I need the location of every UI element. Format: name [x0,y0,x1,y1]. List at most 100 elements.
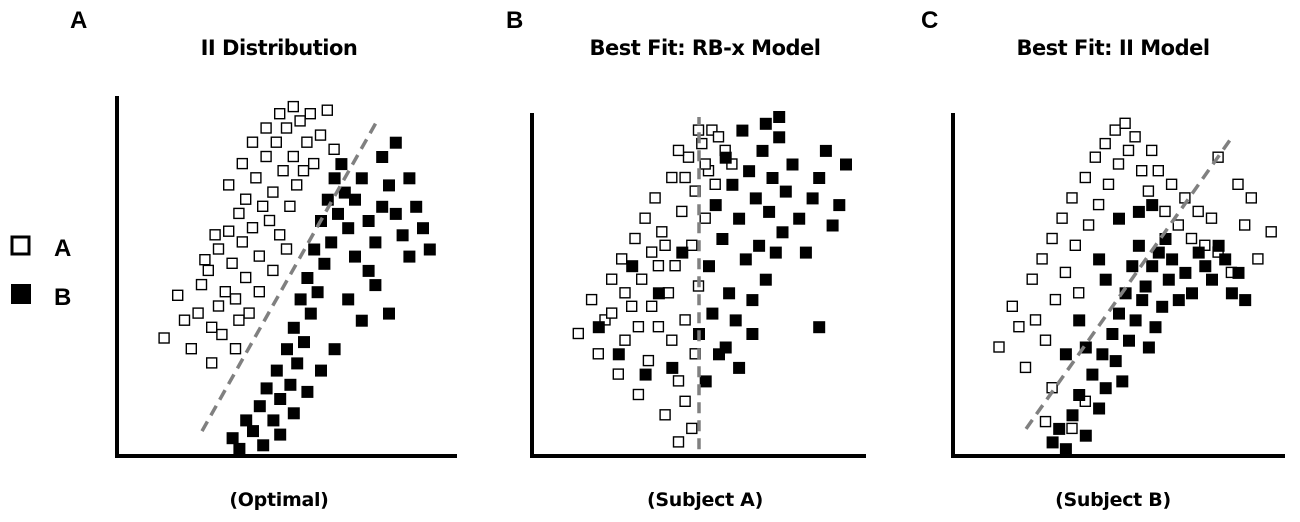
data-point-category-a [639,212,651,224]
data-point-category-b [799,246,812,259]
data-point-category-b [1079,341,1092,354]
data-point-category-a [287,150,299,163]
data-point-category-a [682,151,695,163]
data-point-category-b [753,239,766,252]
data-point-category-a [205,321,218,333]
data-point-category-a [284,200,296,213]
data-point-category-a [993,341,1005,353]
data-point-category-a [250,172,262,184]
data-point-category-a [226,257,238,269]
data-point-category-b [746,294,759,307]
data-point-category-b [301,272,314,284]
scatter-panel-b [530,111,866,458]
data-point-category-a [1192,205,1204,218]
data-point-category-a [679,395,691,407]
data-point-category-b [1206,273,1218,286]
data-point-category-b [383,179,395,192]
data-point-category-b [270,364,283,377]
chart-title-b: Best Fit: RB-x Model [590,36,821,60]
data-point-category-b [779,185,792,198]
data-point-category-b [1146,199,1159,212]
data-point-category-b [1099,382,1112,395]
data-point-category-a [328,143,340,156]
data-point-category-a [619,334,631,346]
data-point-category-a [672,436,685,448]
data-point-category-b [1162,273,1175,286]
data-point-category-b [301,385,314,398]
legend-marker-b [11,284,31,304]
data-point-category-b [1113,307,1125,320]
data-point-category-a [666,171,678,184]
data-point-category-a [195,278,208,291]
data-point-category-a [1152,164,1165,177]
data-point-category-a [1109,124,1121,136]
data-point-category-a [1129,131,1141,143]
data-point-category-a [1205,212,1218,224]
data-point-category-b [1053,422,1066,435]
data-point-category-b [833,199,846,212]
data-point-category-b [291,357,304,370]
data-point-category-a [686,239,698,252]
data-point-category-b [763,205,776,218]
data-point-category-b [840,158,852,171]
data-point-category-b [726,178,739,191]
data-point-category-b [298,336,310,349]
data-point-category-a [267,264,279,277]
data-point-category-b [1152,246,1165,259]
data-point-category-b [1232,266,1245,279]
data-point-category-b [233,442,246,455]
data-point-category-b [709,199,722,212]
data-point-category-a [233,207,245,220]
data-point-category-a [267,186,279,198]
data-point-category-a [297,164,310,177]
data-point-category-b [769,246,782,259]
data-point-category-b [1192,246,1205,259]
data-point-category-a [606,273,618,285]
data-point-category-b [1156,300,1169,313]
data-point-category-a [599,314,611,326]
data-point-category-b [318,257,331,270]
data-point-category-a [277,164,289,177]
data-point-category-b [766,172,779,184]
data-point-category-a [263,214,276,227]
data-point-category-a [1265,226,1277,238]
data-point-category-b [776,226,789,239]
data-point-category-a [1245,192,1258,204]
data-point-category-a [1145,144,1158,157]
data-point-category-b [349,250,361,263]
data-point-category-a [712,131,725,143]
data-point-category-a [222,225,235,237]
chart-caption-a: (Optimal) [229,489,328,511]
data-point-category-b [739,253,752,266]
data-point-category-b [362,215,375,227]
data-point-category-b [1086,368,1099,381]
chart-caption-b: (Subject A) [647,489,763,511]
data-point-category-a [236,157,249,170]
data-point-category-a [1013,321,1025,333]
data-point-category-b [746,328,759,340]
data-point-category-b [1079,429,1092,442]
data-point-category-a [1079,171,1092,184]
data-point-category-b [1059,443,1072,456]
data-point-category-a [270,136,282,148]
data-point-category-b [786,158,799,171]
data-point-category-b [719,341,732,354]
data-point-category-a [1049,293,1062,306]
data-point-category-b [759,273,772,286]
data-point-category-b [699,375,712,388]
data-point-category-b [1132,205,1145,218]
data-point-category-a [274,229,286,241]
data-point-category-b [639,368,652,381]
panel-letter-b: B [506,7,523,34]
data-point-category-a [1172,219,1185,231]
data-point-category-b [736,124,749,137]
data-point-category-b [612,348,625,361]
data-point-category-b [1046,436,1059,449]
data-point-category-b [1066,409,1079,422]
data-point-category-a [1252,253,1264,265]
decision-boundary-line [200,116,381,432]
data-point-category-a [616,253,628,265]
data-point-category-a [321,104,333,116]
data-point-category-a [185,343,198,355]
data-point-category-a [1029,314,1042,326]
